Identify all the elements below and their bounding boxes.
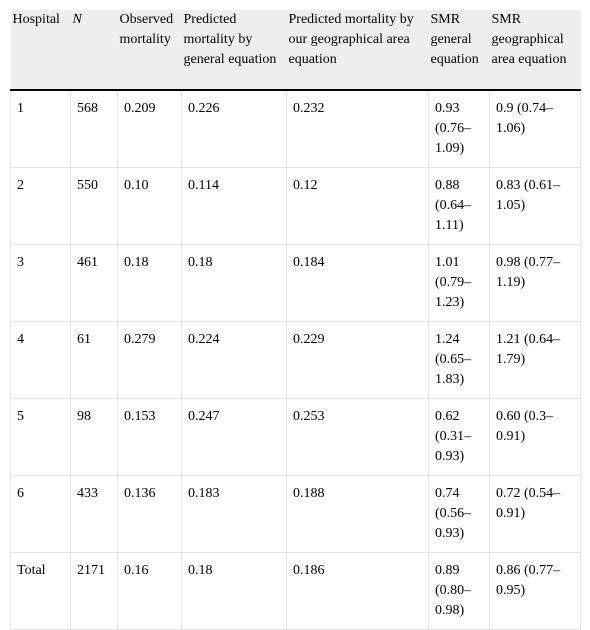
cell-hospital: 3 bbox=[10, 244, 71, 322]
table-row: 5 98 0.153 0.247 0.253 0.62 (0.31–0.93) … bbox=[10, 398, 581, 476]
table-row: 3 461 0.18 0.18 0.184 1.01 (0.79–1.23) 0… bbox=[10, 244, 581, 322]
cell-hospital: 2 bbox=[10, 167, 71, 245]
cell-smr-general: 1.24 (0.65–1.83) bbox=[428, 321, 490, 399]
table-body: 1 568 0.209 0.226 0.232 0.93 (0.76–1.09)… bbox=[10, 90, 581, 630]
header-observed-mortality: Observed mortality bbox=[117, 10, 182, 91]
cell-n: 568 bbox=[70, 90, 118, 168]
cell-observed: 0.10 bbox=[117, 167, 182, 245]
cell-observed: 0.18 bbox=[117, 244, 182, 322]
cell-hospital: 4 bbox=[10, 321, 71, 399]
cell-predicted-general: 0.183 bbox=[181, 475, 287, 553]
table-row: 4 61 0.279 0.224 0.229 1.24 (0.65–1.83) … bbox=[10, 321, 581, 399]
cell-n: 550 bbox=[70, 167, 118, 245]
table-row: 6 433 0.136 0.183 0.188 0.74 (0.56–0.93)… bbox=[10, 475, 581, 553]
cell-smr-geographical: 0.98 (0.77–1.19) bbox=[489, 244, 581, 322]
header-smr-general: SMR general equation bbox=[428, 10, 490, 91]
smr-table-container: Hospital N Observed mortality Predicted … bbox=[10, 10, 581, 630]
cell-smr-general: 0.88 (0.64–1.11) bbox=[428, 167, 490, 245]
cell-hospital: 6 bbox=[10, 475, 71, 553]
cell-smr-geographical: 0.83 (0.61–1.05) bbox=[489, 167, 581, 245]
cell-predicted-general: 0.224 bbox=[181, 321, 287, 399]
cell-predicted-geographical: 0.12 bbox=[286, 167, 429, 245]
cell-smr-geographical: 1.21 (0.64–1.79) bbox=[489, 321, 581, 399]
cell-smr-geographical: 0.72 (0.54–0.91) bbox=[489, 475, 581, 553]
header-predicted-geographical: Predicted mortality by our geographical … bbox=[286, 10, 429, 91]
cell-predicted-geographical: 0.232 bbox=[286, 90, 429, 168]
cell-smr-geographical: 0.60 (0.3–0.91) bbox=[489, 398, 581, 476]
cell-predicted-general: 0.247 bbox=[181, 398, 287, 476]
smr-table: Hospital N Observed mortality Predicted … bbox=[10, 10, 581, 630]
cell-n: 61 bbox=[70, 321, 118, 399]
cell-smr-general: 1.01 (0.79–1.23) bbox=[428, 244, 490, 322]
cell-n: 98 bbox=[70, 398, 118, 476]
table-row-total: Total 2171 0.16 0.18 0.186 0.89 (0.80–0.… bbox=[10, 552, 581, 630]
cell-hospital: 1 bbox=[10, 90, 71, 168]
cell-hospital: 5 bbox=[10, 398, 71, 476]
cell-predicted-geographical: 0.229 bbox=[286, 321, 429, 399]
cell-predicted-general: 0.18 bbox=[181, 244, 287, 322]
cell-observed: 0.16 bbox=[117, 552, 182, 630]
table-header: Hospital N Observed mortality Predicted … bbox=[10, 10, 581, 91]
cell-observed: 0.136 bbox=[117, 475, 182, 553]
cell-smr-geographical: 0.9 (0.74–1.06) bbox=[489, 90, 581, 168]
cell-predicted-geographical: 0.253 bbox=[286, 398, 429, 476]
cell-observed: 0.279 bbox=[117, 321, 182, 399]
cell-smr-general: 0.93 (0.76–1.09) bbox=[428, 90, 490, 168]
cell-predicted-geographical: 0.184 bbox=[286, 244, 429, 322]
cell-observed: 0.209 bbox=[117, 90, 182, 168]
cell-smr-geographical: 0.86 (0.77–0.95) bbox=[489, 552, 581, 630]
cell-n: 2171 bbox=[70, 552, 118, 630]
header-smr-geographical: SMR geographical area equation bbox=[489, 10, 581, 91]
header-hospital: Hospital bbox=[10, 10, 71, 91]
cell-predicted-general: 0.114 bbox=[181, 167, 287, 245]
header-row: Hospital N Observed mortality Predicted … bbox=[10, 10, 581, 91]
cell-predicted-general: 0.226 bbox=[181, 90, 287, 168]
cell-predicted-geographical: 0.188 bbox=[286, 475, 429, 553]
table-row: 2 550 0.10 0.114 0.12 0.88 (0.64–1.11) 0… bbox=[10, 167, 581, 245]
cell-smr-general: 0.74 (0.56–0.93) bbox=[428, 475, 490, 553]
cell-smr-general: 0.62 (0.31–0.93) bbox=[428, 398, 490, 476]
header-predicted-general: Predicted mortality by general equation bbox=[181, 10, 287, 91]
cell-n: 461 bbox=[70, 244, 118, 322]
cell-predicted-general: 0.18 bbox=[181, 552, 287, 630]
cell-predicted-geographical: 0.186 bbox=[286, 552, 429, 630]
cell-smr-general: 0.89 (0.80–0.98) bbox=[428, 552, 490, 630]
cell-hospital: Total bbox=[10, 552, 71, 630]
header-n: N bbox=[70, 10, 118, 91]
cell-observed: 0.153 bbox=[117, 398, 182, 476]
table-row: 1 568 0.209 0.226 0.232 0.93 (0.76–1.09)… bbox=[10, 90, 581, 168]
cell-n: 433 bbox=[70, 475, 118, 553]
